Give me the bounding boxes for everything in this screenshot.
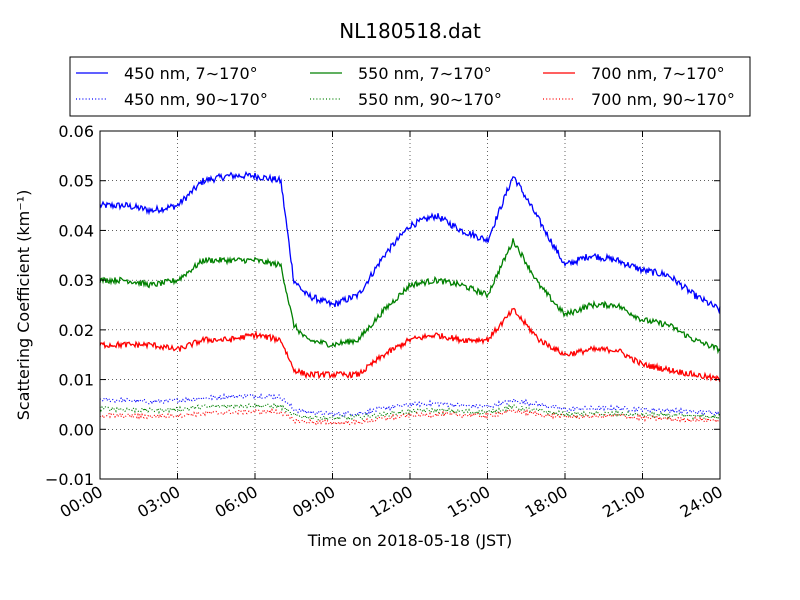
grid-lines [100,131,720,479]
x-tick-label: 15:00 [444,482,493,522]
x-axis-label: Time on 2018-05-18 (JST) [307,531,512,550]
x-tick-label: 09:00 [289,482,338,522]
legend-label-3: 550 nm, 90∼170° [358,90,502,109]
y-tick-label: −0.01 [45,470,94,489]
legend-label-0: 450 nm, 7∼170° [124,64,258,83]
x-tick-label: 06:00 [212,482,261,522]
x-tick-label: 12:00 [367,482,416,522]
series-layer [99,170,721,427]
y-tick-label: 0.04 [58,221,94,240]
legend-label-5: 700 nm, 90∼170° [591,90,735,109]
chart-title: NL180518.dat [339,19,481,43]
x-tick-label: 24:00 [677,482,726,522]
axis-ticks: 00:00 03:00 06:00 09:00 12:00 15:00 18:00 21:00… [45,122,726,522]
y-axis-label: Scattering Coefficient (km⁻¹) [14,190,33,421]
series-line-1 [99,392,721,419]
chart-legend: 450 nm, 7∼170° 450 nm, 90∼170° 550 nm, 7∼1… [69,56,751,117]
series-line-5 [99,407,721,427]
series-line-2 [99,238,721,355]
series-line-4 [99,307,721,383]
y-tick-label: 0.03 [58,271,94,290]
y-tick-label: 0.02 [58,321,94,340]
series-line-0 [99,170,721,315]
legend-label-4: 700 nm, 7∼170° [591,64,725,83]
x-tick-label: 18:00 [522,482,571,522]
x-tick-label: 21:00 [599,482,648,522]
y-tick-label: 0.01 [58,371,94,390]
y-tick-label: 0.05 [58,172,94,191]
legend-box [69,56,751,117]
y-tick-label: 0.06 [58,122,94,141]
legend-label-2: 550 nm, 7∼170° [358,64,492,83]
legend-label-1: 450 nm, 90∼170° [124,90,268,109]
y-tick-label: 0.00 [58,420,94,439]
x-tick-label: 03:00 [134,482,183,522]
